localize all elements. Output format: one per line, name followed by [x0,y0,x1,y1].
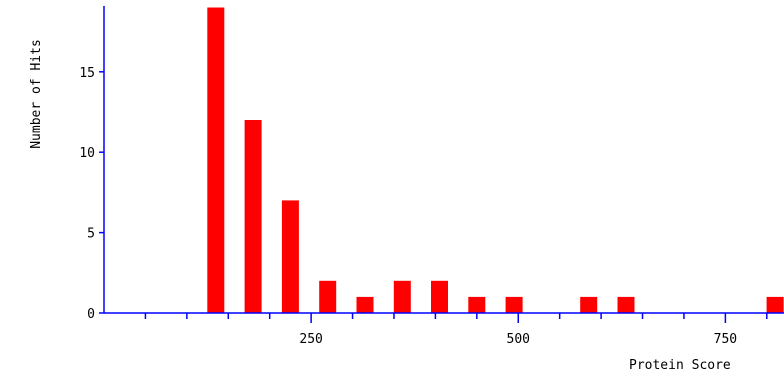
bar [431,280,448,313]
bar [468,296,486,313]
bar [505,296,523,313]
bar [356,296,374,313]
x-tick-label: 750 [714,332,737,347]
bar [281,200,299,313]
labels-group: Number of Hits Protein Score [29,39,731,373]
bar [207,7,225,313]
x-tick-label: 500 [507,332,530,347]
bars-group [207,7,784,313]
bar [580,296,598,313]
bar [393,280,411,313]
x-axis-title: Protein Score [629,358,731,373]
y-tick-label: 15 [79,66,95,81]
bar [617,296,635,313]
x-tick-label: 250 [299,332,322,347]
bar [766,296,784,313]
y-tick-label: 0 [87,307,95,322]
axes-group: 0 5 10 15 250 500 750 [79,6,784,347]
y-axis-title: Number of Hits [29,39,44,149]
y-tick-label: 5 [87,227,95,242]
bar [319,280,337,313]
y-tick-label: 10 [79,146,95,161]
bar [244,120,262,313]
